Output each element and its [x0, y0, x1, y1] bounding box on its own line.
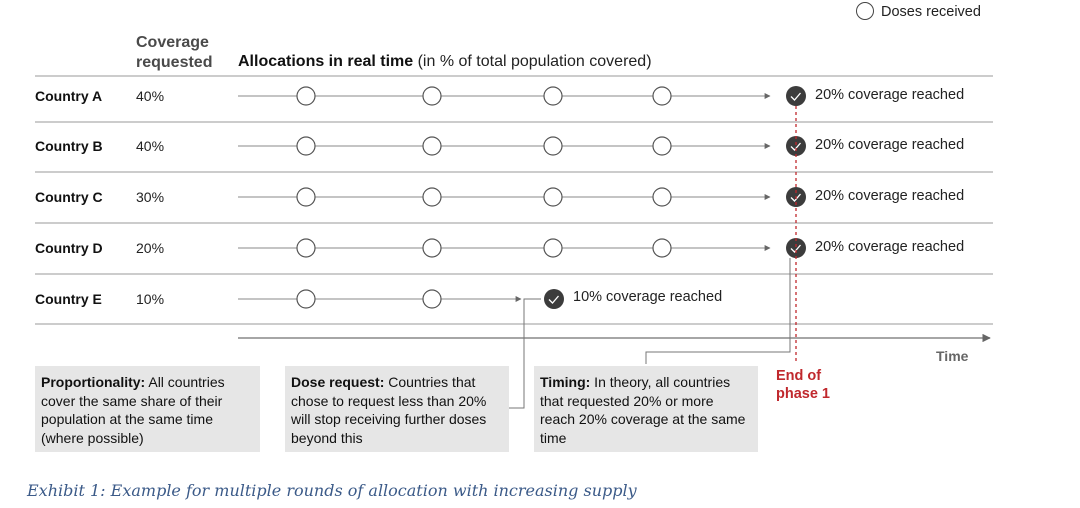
- timing-box: Timing: In theory, all countries that re…: [534, 366, 758, 452]
- coverage-requested-header: Coverage requested: [136, 34, 213, 71]
- open-circle-icon: [856, 2, 874, 20]
- dose-request-box: Dose request: Countries that chose to re…: [285, 366, 509, 452]
- open-dose-circle: [652, 136, 672, 156]
- open-dose-circle: [296, 187, 316, 207]
- open-dose-circle: [543, 187, 563, 207]
- check-circle-icon: [786, 238, 806, 258]
- proportionality-box: Proportionality: All countries cover the…: [35, 366, 260, 452]
- exhibit-caption: Exhibit 1: Example for multiple rounds o…: [27, 481, 637, 500]
- end-of-phase-label: End of phase 1: [776, 368, 830, 402]
- requested-percent: 30%: [136, 189, 165, 205]
- open-dose-circle: [422, 86, 442, 106]
- open-dose-circle: [422, 187, 442, 207]
- requested-percent: 10%: [136, 291, 165, 307]
- open-dose-circle: [652, 86, 672, 106]
- open-dose-circle: [543, 136, 563, 156]
- check-circle-icon: [786, 86, 806, 106]
- open-dose-circle: [422, 289, 442, 309]
- dose-request-connector: [509, 298, 541, 409]
- open-dose-circle: [422, 136, 442, 156]
- legend-label: Doses received: [881, 4, 981, 20]
- requested-percent: 20%: [136, 240, 165, 256]
- timeline-country-a: [238, 86, 806, 106]
- allocations-header: Allocations in real time (in % of total …: [238, 53, 652, 71]
- country-label: Country D: [35, 240, 103, 256]
- open-dose-circle: [296, 238, 316, 258]
- check-mark-icon: [790, 92, 801, 101]
- box-title: Timing:: [540, 374, 591, 390]
- country-label: Country E: [35, 291, 102, 307]
- box-title: Dose request:: [291, 374, 385, 390]
- time-axis-label: Time: [936, 348, 969, 364]
- check-circle-icon: [786, 136, 806, 156]
- timeline-country-d: [238, 238, 806, 258]
- check-circle-icon: [544, 289, 564, 309]
- coverage-reached-label: 20% coverage reached: [815, 188, 965, 204]
- requested-percent: 40%: [136, 138, 165, 154]
- open-dose-circle: [296, 86, 316, 106]
- timing-connector: [645, 258, 791, 364]
- open-dose-circle: [543, 86, 563, 106]
- box-text: All countries cover the same share of th…: [41, 374, 225, 446]
- allocations-header-rest: (in % of total population covered): [413, 53, 652, 70]
- box-text: In theory, all countries that requested …: [540, 374, 746, 446]
- open-dose-circle: [296, 289, 316, 309]
- check-mark-icon: [790, 244, 801, 253]
- country-label: Country A: [35, 88, 103, 104]
- box-title: Proportionality:: [41, 374, 146, 390]
- coverage-reached-label: 20% coverage reached: [815, 137, 965, 153]
- open-dose-circle: [543, 238, 563, 258]
- open-dose-circle: [652, 238, 672, 258]
- coverage-reached-label: 10% coverage reached: [573, 289, 723, 305]
- box-text: Countries that chose to request less tha…: [291, 374, 487, 446]
- allocations-header-bold: Allocations in real time: [238, 53, 414, 70]
- timeline-country-b: [238, 136, 806, 156]
- requested-percent: 40%: [136, 88, 165, 104]
- coverage-reached-label: 20% coverage reached: [815, 87, 965, 103]
- country-label: Country B: [35, 138, 103, 154]
- check-mark-icon: [790, 142, 801, 151]
- open-dose-circle: [422, 238, 442, 258]
- check-mark-icon: [548, 295, 559, 304]
- open-dose-circle: [296, 136, 316, 156]
- timeline-country-c: [238, 187, 806, 207]
- check-mark-icon: [790, 193, 801, 202]
- timeline-country-e: [238, 289, 564, 309]
- open-dose-circle: [652, 187, 672, 207]
- coverage-reached-label: 20% coverage reached: [815, 239, 965, 255]
- country-label: Country C: [35, 189, 103, 205]
